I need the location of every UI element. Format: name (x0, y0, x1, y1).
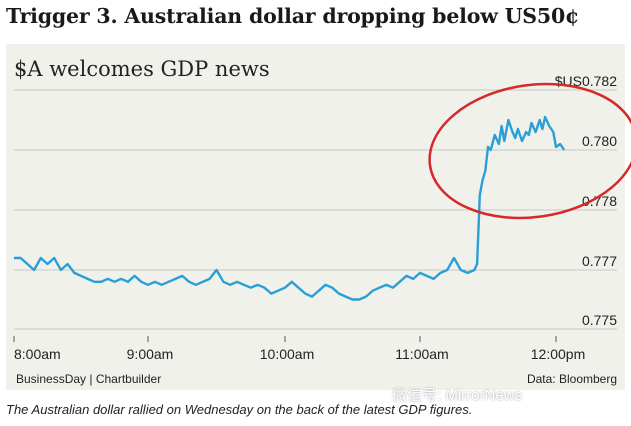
x-tick-label: 11:00am (395, 346, 448, 362)
data-source: Data: Bloomberg (526, 372, 617, 386)
page-heading: Trigger 3. Australian dollar dropping be… (6, 4, 580, 28)
x-tick-label: 8:00am (14, 346, 61, 362)
x-tick-label: 9:00am (127, 346, 174, 362)
series-line (14, 115, 566, 301)
figure-caption: The Australian dollar rallied on Wednesd… (6, 402, 473, 417)
grid-lines (14, 89, 617, 330)
series-lines (14, 115, 566, 301)
chart-title: $A welcomes GDP news (14, 57, 270, 81)
y-tick-label: 0.778 (582, 193, 617, 209)
y-tick-label: $US0.782 (555, 73, 617, 89)
x-tick-labels: 8:00am 9:00am 10:00am 11:00am 12:00pm (13, 336, 585, 362)
watermark: 微信号: MirrorNews (392, 387, 522, 404)
highlight-ellipse (428, 82, 631, 220)
y-tick-label: 0.775 (582, 312, 617, 328)
source-credit: BusinessDay | Chartbuilder (16, 372, 162, 386)
y-tick-label: 0.777 (582, 253, 617, 269)
x-tick-label: 12:00pm (531, 346, 585, 362)
y-tick-labels: 0.775 0.777 0.778 0.780 $US0.782 (555, 73, 617, 328)
y-tick-label: 0.780 (582, 133, 617, 149)
x-tick-label: 10:00am (260, 346, 314, 362)
